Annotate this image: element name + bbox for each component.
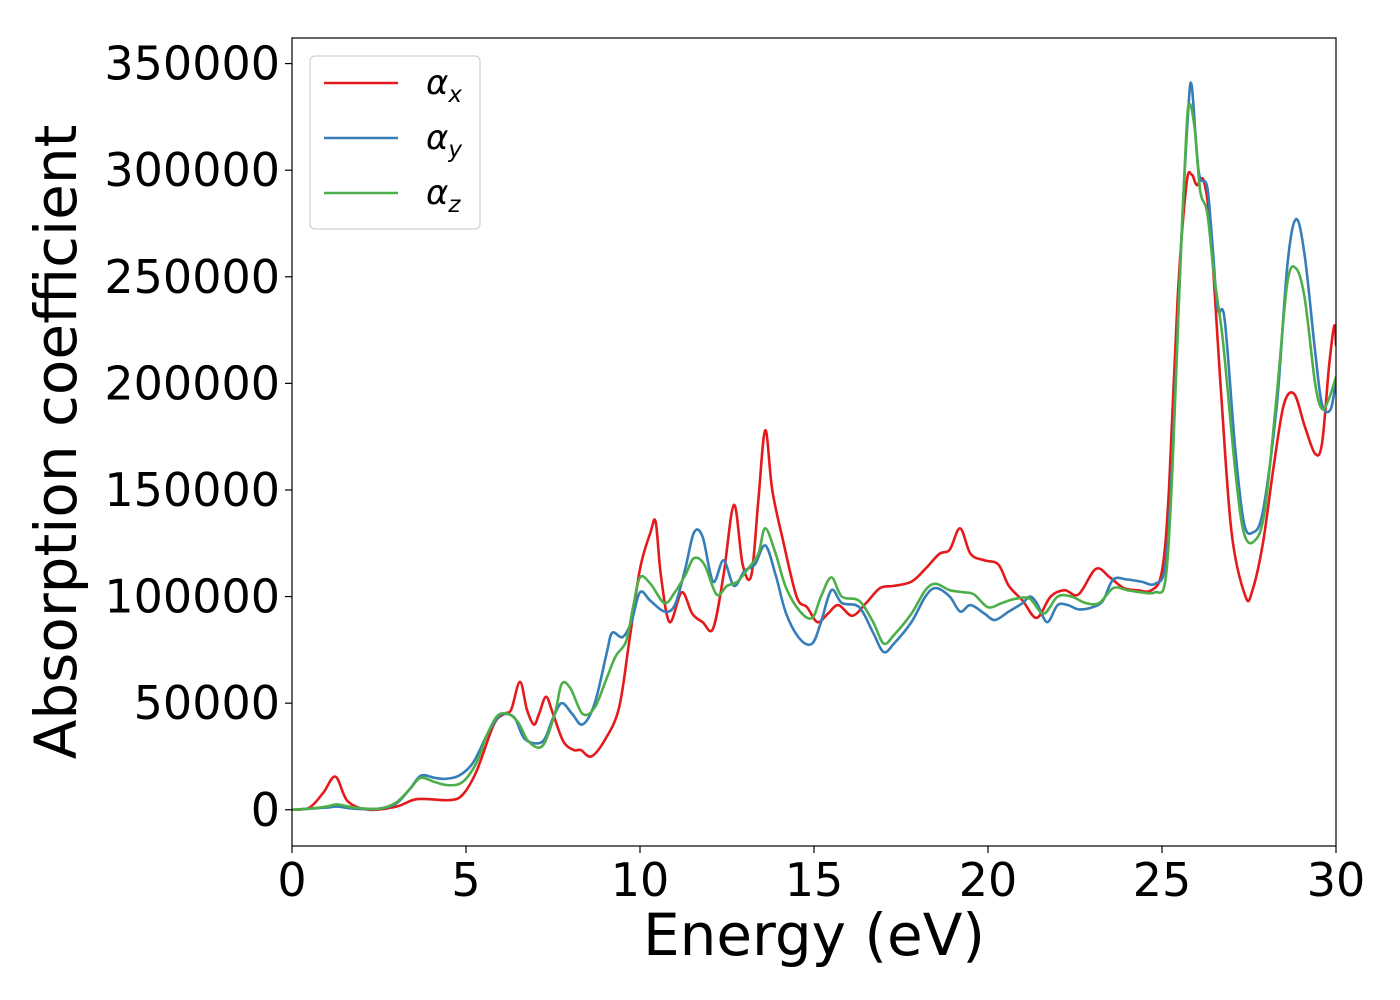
y-tick-label: 250000 xyxy=(104,250,280,304)
x-tick-label: 10 xyxy=(611,853,670,907)
y-tick-label: 200000 xyxy=(104,356,280,410)
x-tick-label: 15 xyxy=(785,853,844,907)
x-tick-label: 20 xyxy=(959,853,1018,907)
x-tick-label: 0 xyxy=(277,853,306,907)
x-tick-label: 25 xyxy=(1133,853,1192,907)
y-tick-label: 0 xyxy=(251,783,280,837)
y-tick-label: 150000 xyxy=(104,463,280,517)
x-tick-label: 30 xyxy=(1307,853,1366,907)
y-tick-label: 50000 xyxy=(134,676,280,730)
y-tick-label: 350000 xyxy=(104,37,280,91)
series-line-z xyxy=(292,102,1336,812)
series-line-y xyxy=(292,81,1336,812)
ticks-group: 0 5 10 15 20 25 30 0 50000 100000 150000 200000 2500… xyxy=(104,37,1365,907)
x-tick-label: 5 xyxy=(451,853,480,907)
legend-frame xyxy=(309,55,481,230)
x-axis-label: Energy (eV) xyxy=(643,901,985,969)
y-tick-label: 300000 xyxy=(104,143,280,197)
series-line-x xyxy=(292,170,1336,812)
y-axis-label: Absorption coefficient xyxy=(22,125,90,760)
series-group xyxy=(292,81,1336,812)
y-tick-label: 100000 xyxy=(104,570,280,624)
